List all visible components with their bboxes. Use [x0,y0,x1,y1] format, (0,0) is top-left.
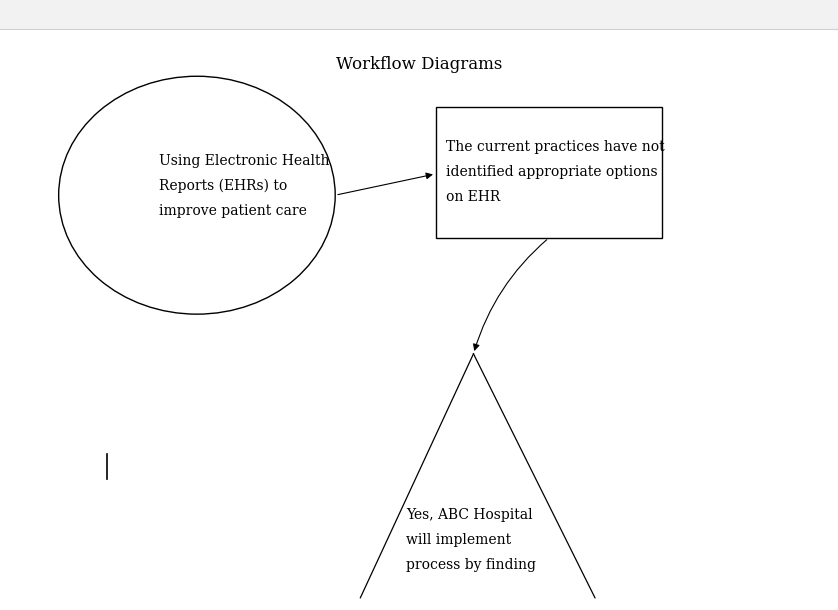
Bar [436,107,662,238]
Text: WPS PDF: WPS PDF [356,10,406,20]
Bar [0,0,838,29]
Text: View: View [297,10,324,20]
Text: Layout: Layout [18,10,56,20]
Text: Workflow Diagrams: Workflow Diagrams [336,56,502,73]
Text: References: References [71,10,133,20]
Text: Using Electronic Health
Reports (EHRs) to
improve patient care: Using Electronic Health Reports (EHRs) t… [159,154,329,218]
Text: Yes, ABC Hospital
will implement
process by finding: Yes, ABC Hospital will implement process… [406,508,536,572]
Text: The current practices have not
identified appropriate options
on EHR: The current practices have not identifie… [446,140,665,204]
Text: ☙ Tell me what you want to do: ☙ Tell me what you want to do [457,10,628,20]
Text: Review: Review [230,10,271,20]
Text: Mailings: Mailings [155,10,201,20]
